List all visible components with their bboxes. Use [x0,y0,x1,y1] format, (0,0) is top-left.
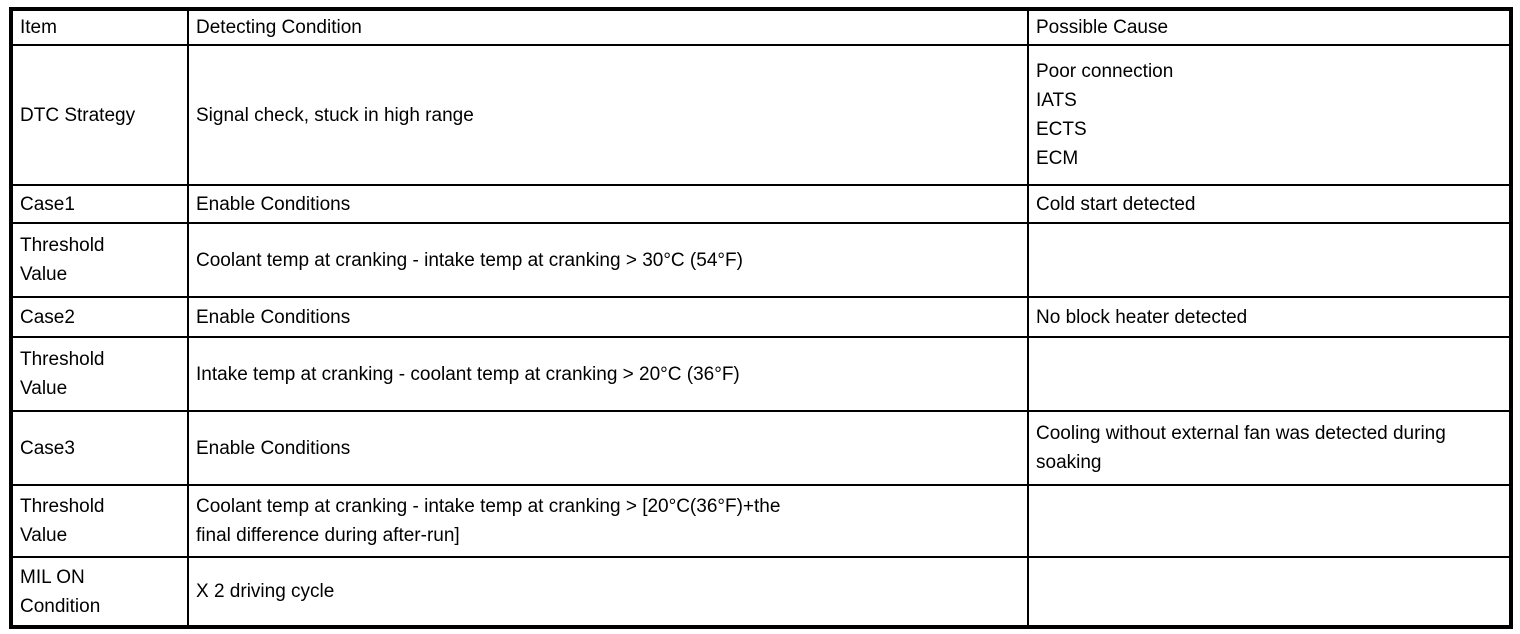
cell-condition: Enable Conditions [187,410,1029,486]
table-row-case2: Case2 Enable Conditions No block heater … [10,296,1512,338]
cell-condition: Intake temp at cranking - coolant temp a… [187,336,1029,412]
cell-item: Case3 [10,410,189,486]
cell-condition: X 2 driving cycle [187,556,1029,628]
cell-condition: Enable Conditions [187,184,1029,224]
cell-item: MIL ON Condition [10,556,189,628]
cell-item: Case2 [10,296,189,338]
table-row-threshold-case1: Threshold Value Coolant temp at cranking… [10,222,1512,298]
table-row-threshold-case2: Threshold Value Intake temp at cranking … [10,336,1512,412]
table-row-threshold-case3: Threshold Value Coolant temp at cranking… [10,484,1512,558]
table-row-dtc-strategy: DTC Strategy Signal check, stuck in high… [10,44,1512,186]
table-row-case3: Case3 Enable Conditions Cooling without … [10,410,1512,486]
cell-cause: Cold start detected [1027,184,1512,224]
header-possible-cause: Possible Cause [1027,8,1512,46]
cell-cause: Poor connection IATS ECTS ECM [1027,44,1512,186]
cell-cause [1027,336,1512,412]
cell-cause: No block heater detected [1027,296,1512,338]
header-item: Item [10,8,189,46]
cell-condition: Coolant temp at cranking - intake temp a… [187,484,1029,558]
table-row-mil-on-condition: MIL ON Condition X 2 driving cycle [10,556,1512,628]
cell-cause [1027,556,1512,628]
cell-item: Case1 [10,184,189,224]
table-header-row: Item Detecting Condition Possible Cause [10,8,1512,46]
header-detecting-condition: Detecting Condition [187,8,1029,46]
cell-cause: Cooling without external fan was detecte… [1027,410,1512,486]
cell-cause [1027,222,1512,298]
cell-item: Threshold Value [10,336,189,412]
cell-condition: Signal check, stuck in high range [187,44,1029,186]
table-row-case1: Case1 Enable Conditions Cold start detec… [10,184,1512,224]
cell-item: Threshold Value [10,222,189,298]
cell-cause [1027,484,1512,558]
dtc-detecting-condition-table: Item Detecting Condition Possible Cause … [9,7,1513,629]
cell-condition: Enable Conditions [187,296,1029,338]
cell-condition: Coolant temp at cranking - intake temp a… [187,222,1029,298]
cell-item: Threshold Value [10,484,189,558]
cell-item: DTC Strategy [10,44,189,186]
